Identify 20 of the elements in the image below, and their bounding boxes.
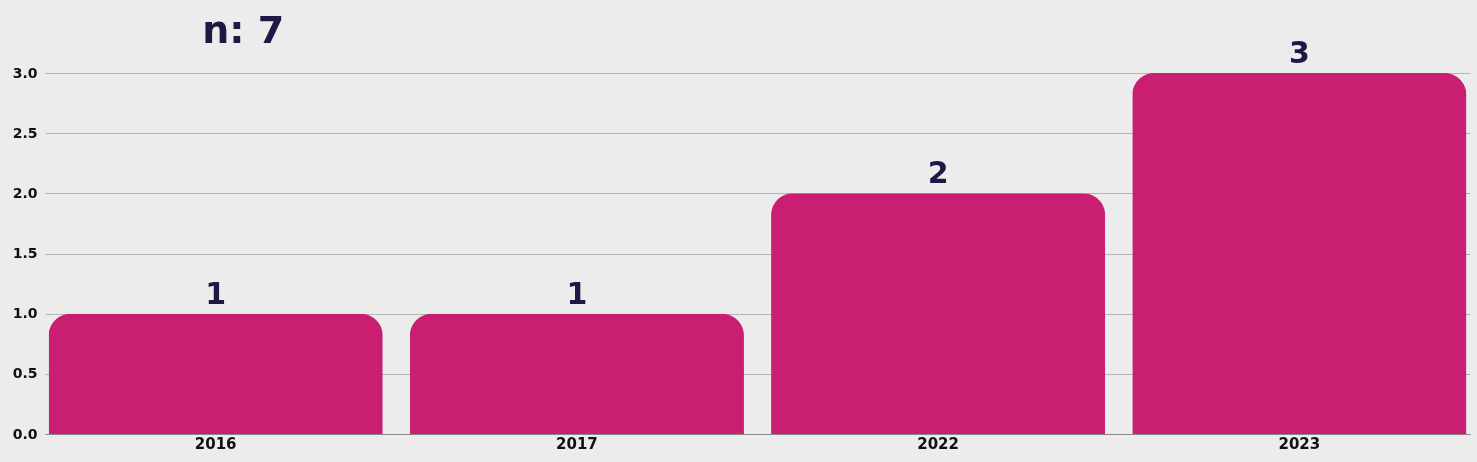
data-label: 2 bbox=[927, 155, 949, 191]
y-tick-label: 0.0 bbox=[12, 425, 38, 442]
x-tick-label: 2022 bbox=[917, 434, 959, 453]
x-tick-label: 2016 bbox=[194, 434, 237, 453]
x-tick-label: 2023 bbox=[1278, 434, 1321, 453]
bar bbox=[771, 193, 1106, 434]
y-tick-label: 2.0 bbox=[12, 184, 38, 201]
data-label: 3 bbox=[1288, 35, 1310, 70]
y-tick-label: 2.5 bbox=[12, 124, 38, 141]
bar bbox=[409, 313, 744, 434]
data-label: 1 bbox=[566, 275, 588, 311]
data-label: 1 bbox=[205, 275, 227, 311]
bar bbox=[48, 313, 383, 434]
chart-title: n: 7 bbox=[202, 8, 285, 52]
y-tick-label: 0.5 bbox=[12, 365, 38, 382]
y-tick-label: 1.5 bbox=[12, 245, 38, 261]
bar bbox=[1132, 73, 1467, 434]
x-tick-label: 2017 bbox=[556, 434, 598, 453]
y-tick-label: 3.0 bbox=[12, 64, 38, 81]
y-tick-label: 1.0 bbox=[12, 305, 38, 322]
